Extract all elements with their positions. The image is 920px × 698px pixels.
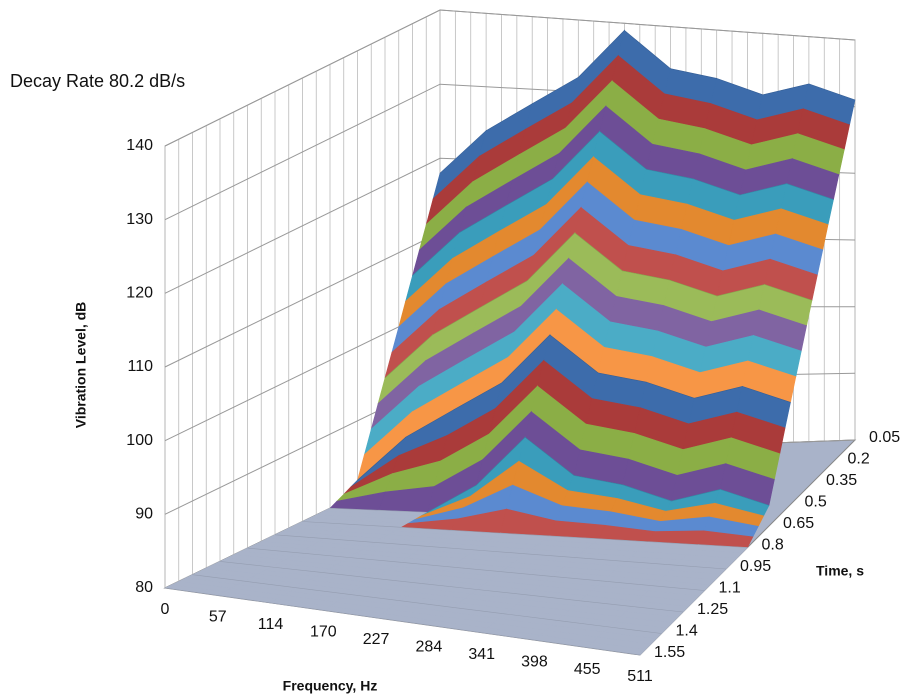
series-line <box>164 587 641 656</box>
z-tick-label: 90 <box>135 506 153 523</box>
x-tick-label: 511 <box>627 668 653 685</box>
series-line <box>384 232 813 379</box>
series-line <box>274 534 727 570</box>
x-tick-label: 0 <box>161 601 170 618</box>
y-tick-label: 0.95 <box>740 558 771 575</box>
z-tick-label: 140 <box>126 137 153 154</box>
series-line <box>247 547 705 591</box>
z-axis-title: Vibration Level, dB <box>73 302 89 429</box>
surface <box>163 29 856 656</box>
x-tick-label: 398 <box>521 653 548 670</box>
y-tick-label: 1.1 <box>719 580 741 597</box>
y-tick-label: 1.4 <box>676 623 698 640</box>
x-tick-label: 57 <box>209 609 227 626</box>
z-tick-label: 80 <box>135 579 153 596</box>
x-tick-label: 114 <box>258 616 284 633</box>
surface-patch <box>586 642 647 656</box>
y-tick-label: 0.05 <box>869 429 900 446</box>
z-tick-label: 120 <box>126 285 153 302</box>
y-tick-label: 0.8 <box>762 537 784 554</box>
y-tick-label: 0.5 <box>805 494 827 511</box>
y-axis-title: Time, s <box>816 563 864 579</box>
z-tick-label: 100 <box>126 432 153 449</box>
x-tick-label: 227 <box>363 631 390 648</box>
series-line <box>192 574 662 634</box>
series-line <box>439 29 856 174</box>
series-line <box>412 130 834 276</box>
y-tick-label: 1.55 <box>654 644 685 661</box>
y-tick-label: 0.2 <box>848 451 870 468</box>
x-tick-label: 455 <box>574 661 601 678</box>
series-line <box>219 561 684 613</box>
series-line <box>302 521 748 548</box>
z-tick-label: 110 <box>127 358 153 375</box>
y-tick-label: 0.65 <box>783 515 814 532</box>
series-line <box>357 334 791 481</box>
labels: Decay Rate 80.2 dB/s Frequency, Hz Time,… <box>10 71 900 694</box>
x-tick-label: 284 <box>416 638 443 655</box>
grid-line <box>164 9 856 147</box>
chart-title: Decay Rate 80.2 dB/s <box>10 71 185 91</box>
x-tick-label: 170 <box>310 624 337 641</box>
series-line <box>329 436 770 513</box>
y-tick-label: 0.35 <box>826 472 857 489</box>
x-axis-title: Frequency, Hz <box>283 678 378 694</box>
y-tick-label: 1.25 <box>697 601 728 618</box>
z-tick-label: 130 <box>126 211 153 228</box>
x-tick-label: 341 <box>468 646 495 663</box>
